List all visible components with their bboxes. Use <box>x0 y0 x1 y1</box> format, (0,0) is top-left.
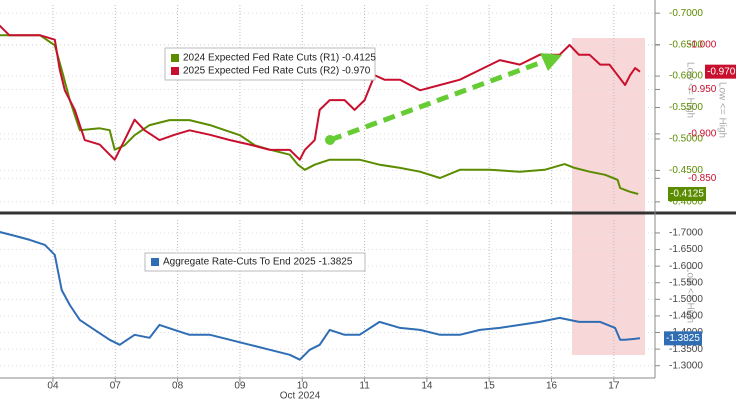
last-value-label: -1.3825 <box>666 333 700 344</box>
x-tick-label: 15 <box>484 381 496 392</box>
arrow-head <box>540 53 562 71</box>
x-tick-label: 14 <box>421 381 433 392</box>
y-tick-label: -1.3500 <box>669 344 703 355</box>
x-axis-title: Oct 2024 <box>280 391 321 402</box>
last-value-label: -0.4125 <box>670 189 704 200</box>
y-tick-label: -1.000 <box>688 40 717 51</box>
y-tick-label: -0.950 <box>688 84 717 95</box>
legend-label: 2024 Expected Fed Rate Cuts (R1) -0.4125 <box>183 53 376 64</box>
highlight-region <box>572 38 645 355</box>
y-tick-label: -1.6000 <box>669 261 703 272</box>
last-value-label: -0.970 <box>707 66 736 77</box>
y-tick-label: -0.5000 <box>669 134 703 145</box>
y-tick-label: -0.900 <box>688 129 717 140</box>
y2-axis-title: Low <= High <box>716 82 727 138</box>
legend-label: 2025 Expected Fed Rate Cuts (R2) -0.970 <box>183 66 371 77</box>
x-tick-label: 17 <box>608 381 620 392</box>
y-tick-label: -1.3000 <box>669 360 703 371</box>
series-line <box>0 24 641 161</box>
series-line <box>0 34 639 195</box>
series-line <box>0 231 641 361</box>
y-tick-label: -0.4000 <box>669 196 703 207</box>
last-value-tag <box>664 331 702 346</box>
last-value-tag <box>705 64 736 79</box>
y-tick-label: -0.7000 <box>669 8 703 19</box>
x-tick-label: 04 <box>47 381 59 392</box>
y-tick-label: -0.6500 <box>669 39 703 50</box>
x-tick-label: 10 <box>297 381 309 392</box>
y-tick-label: -1.5000 <box>669 294 703 305</box>
last-value-tag <box>668 186 706 201</box>
legend-label: Aggregate Rate-Cuts To End 2025 -1.3825 <box>163 257 353 268</box>
x-tick-label: 09 <box>234 381 246 392</box>
y-tick-label: -0.4500 <box>669 165 703 176</box>
x-tick-label: 07 <box>110 381 122 392</box>
y-tick-label: -1.6500 <box>669 244 703 255</box>
y-tick-label: -1.4500 <box>669 311 703 322</box>
legend-swatch <box>171 67 179 75</box>
y-tick-label: -1.5500 <box>669 277 703 288</box>
y-axis-title: Low <= High <box>684 62 695 118</box>
x-tick-label: 11 <box>359 381 370 392</box>
y-tick-label: -0.5500 <box>669 102 703 113</box>
arrow-start <box>325 135 335 145</box>
x-tick-label: 16 <box>546 381 558 392</box>
trend-arrow <box>329 58 546 143</box>
legend-swatch <box>171 54 179 62</box>
y-tick-label: -0.6000 <box>669 71 703 82</box>
legend-swatch <box>151 258 159 266</box>
legend-box <box>144 252 366 272</box>
x-tick-label: 08 <box>172 381 184 392</box>
y-tick-label: -1.7000 <box>669 228 703 239</box>
y-tick-label: -0.850 <box>688 173 717 184</box>
y-axis-title: Low <= High <box>684 267 695 323</box>
legend-box <box>164 47 376 81</box>
